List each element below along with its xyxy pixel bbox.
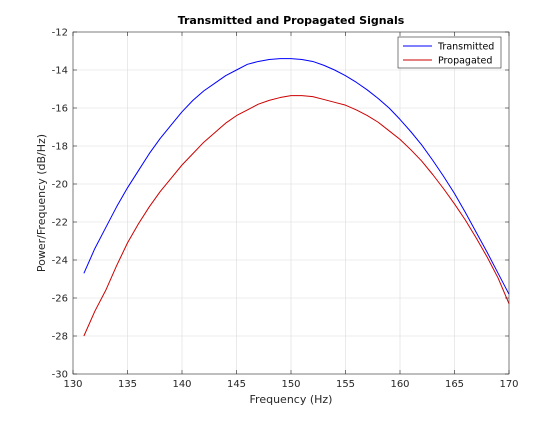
y-tick-label: -24 — [52, 256, 68, 267]
x-tick-label: 155 — [336, 379, 355, 390]
y-tick-label: -30 — [52, 370, 68, 381]
x-tick-label: 140 — [172, 379, 191, 390]
grid-lines — [73, 32, 509, 374]
x-tick-label: 160 — [390, 379, 409, 390]
y-tick-label: -28 — [52, 332, 68, 343]
x-tick-label: 145 — [227, 379, 246, 390]
chart-title: Transmitted and Propagated Signals — [178, 14, 405, 27]
y-tick-label: -12 — [52, 28, 68, 39]
x-tick-label: 135 — [118, 379, 137, 390]
x-axis-label: Frequency (Hz) — [250, 393, 333, 406]
x-tick-label: 130 — [63, 379, 82, 390]
x-tick-label: 170 — [499, 379, 518, 390]
y-axis-label: Power/Frequency (dB/Hz) — [35, 134, 48, 272]
y-tick-label: -20 — [52, 180, 68, 191]
legend-box — [397, 36, 502, 69]
axis-ticks: 130 135 140 145 150 155 160 165 170 -30 -28 -26 -24 -… — [52, 28, 519, 391]
legend: Transmitted Propagated — [397, 36, 502, 69]
y-tick-label: -16 — [52, 104, 68, 115]
y-tick-label: -26 — [52, 294, 68, 305]
y-tick-label: -22 — [52, 218, 68, 229]
y-tick-label: -14 — [52, 66, 68, 77]
legend-label-propagated: Propagated — [438, 56, 492, 67]
x-tick-label: 150 — [281, 379, 300, 390]
x-tick-label: 165 — [445, 379, 464, 390]
series-line-transmitted — [83, 58, 510, 295]
y-tick-label: -18 — [52, 142, 68, 153]
legend-label-transmitted: Transmitted — [437, 42, 494, 53]
series-line-propagated — [83, 95, 510, 337]
series-lines — [83, 58, 510, 337]
